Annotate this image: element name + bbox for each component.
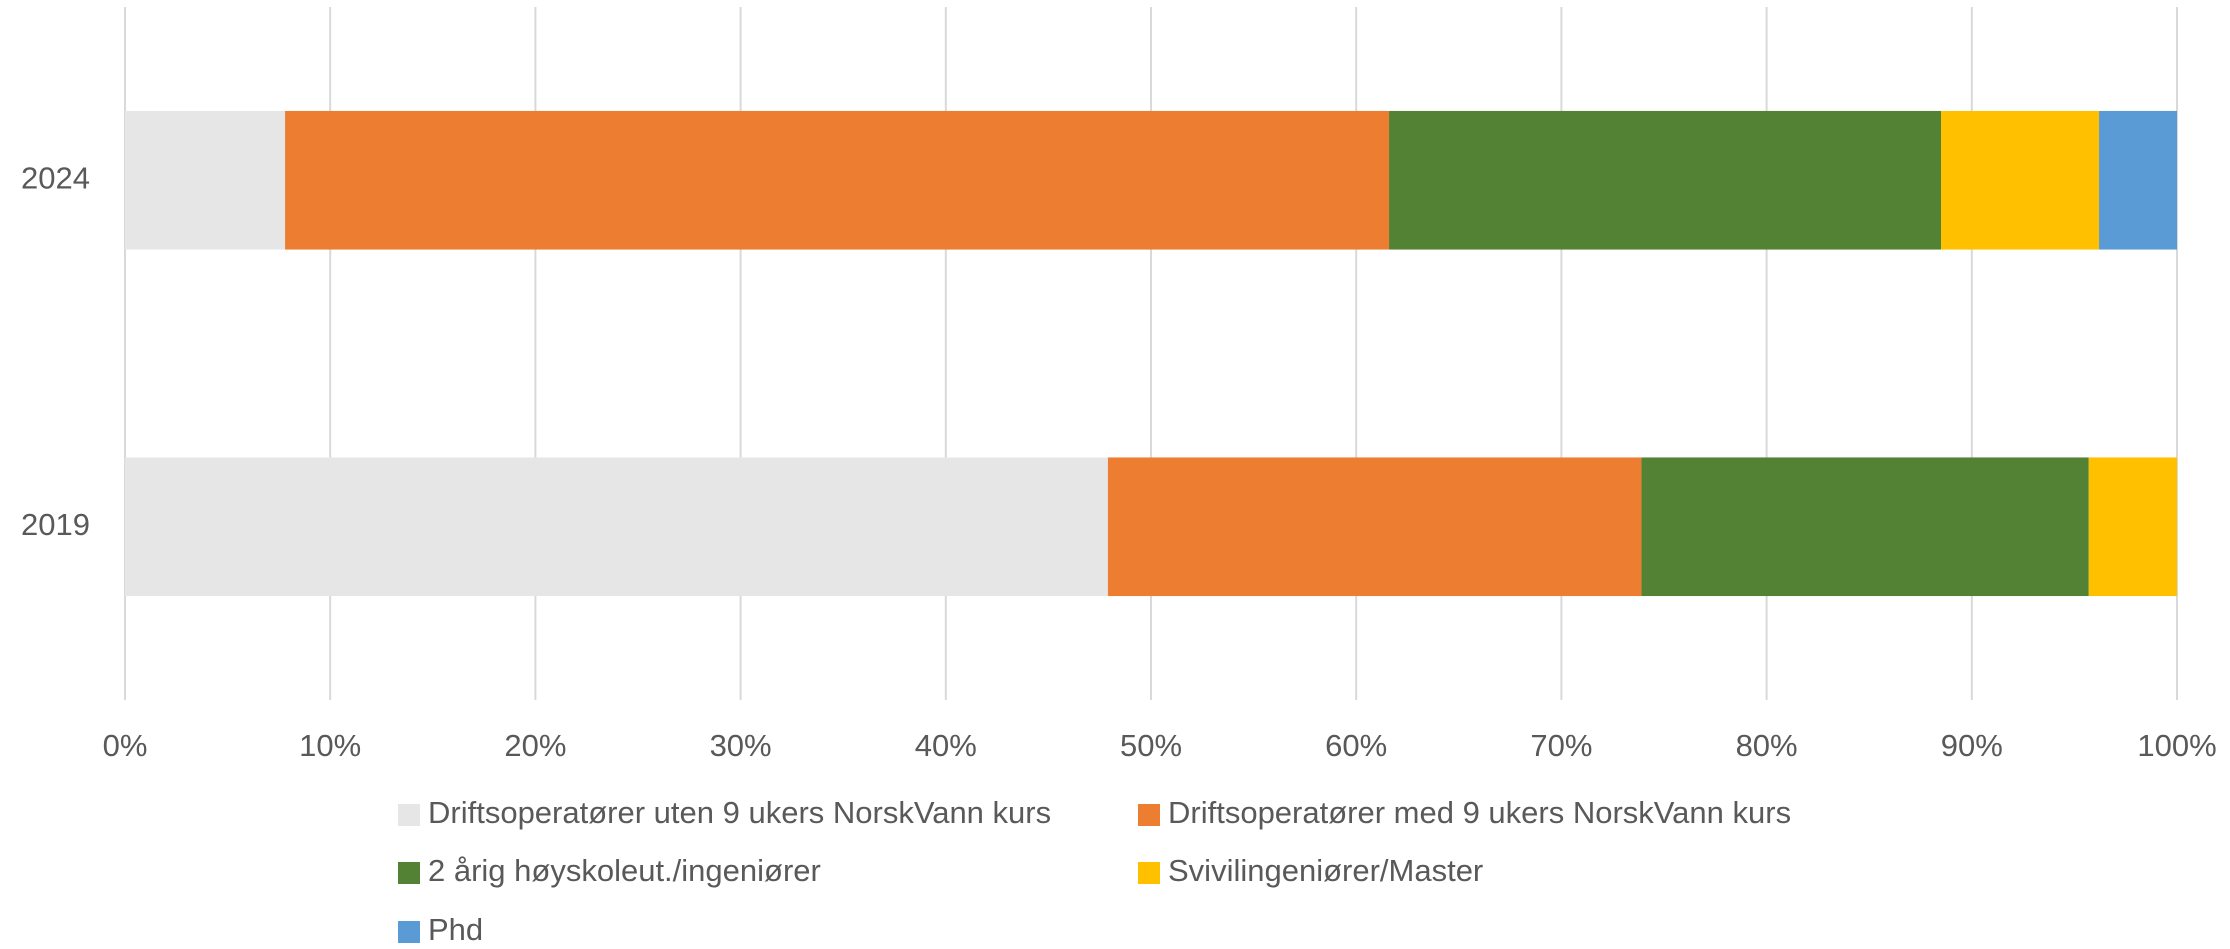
legend-swatch [398, 862, 420, 884]
x-tick-label: 50% [1120, 728, 1182, 763]
x-tick-label: 30% [710, 728, 772, 763]
x-tick-label: 60% [1325, 728, 1387, 763]
x-tick-label: 80% [1736, 728, 1798, 763]
legend-swatch [398, 921, 420, 943]
y-tick-label: 2024 [21, 160, 90, 195]
x-tick-label: 100% [2137, 728, 2216, 763]
bar-segment [1389, 110, 1942, 250]
bar-segment [2099, 110, 2177, 250]
legend-swatch [1138, 804, 1160, 826]
y-tick-label: 2019 [21, 507, 90, 542]
legend-label: 2 årig høyskoleut./ingeniører [428, 853, 821, 888]
legend-label: Driftsoperatører med 9 ukers NorskVann k… [1168, 795, 1791, 830]
x-tick-label: 20% [504, 728, 566, 763]
bar-segment [1941, 110, 2100, 250]
x-tick-label: 40% [915, 728, 977, 763]
x-tick-label: 90% [1941, 728, 2003, 763]
x-tick-label: 10% [299, 728, 361, 763]
x-tick-label: 70% [1530, 728, 1592, 763]
bar-segment [1641, 457, 2089, 597]
bar-segment [2088, 457, 2177, 597]
bar-segment [285, 110, 1390, 250]
legend-label: Driftsoperatører uten 9 ukers NorskVann … [428, 795, 1051, 830]
legend-swatch [1138, 862, 1160, 884]
x-tick-label: 0% [103, 728, 148, 763]
bar-segment [125, 110, 286, 250]
bar-segment [1107, 457, 1642, 597]
legend-swatch [398, 804, 420, 826]
legend-label: Svivilingeniører/Master [1168, 853, 1483, 888]
legend-label: Phd [428, 912, 483, 947]
bar-segment [125, 457, 1108, 597]
